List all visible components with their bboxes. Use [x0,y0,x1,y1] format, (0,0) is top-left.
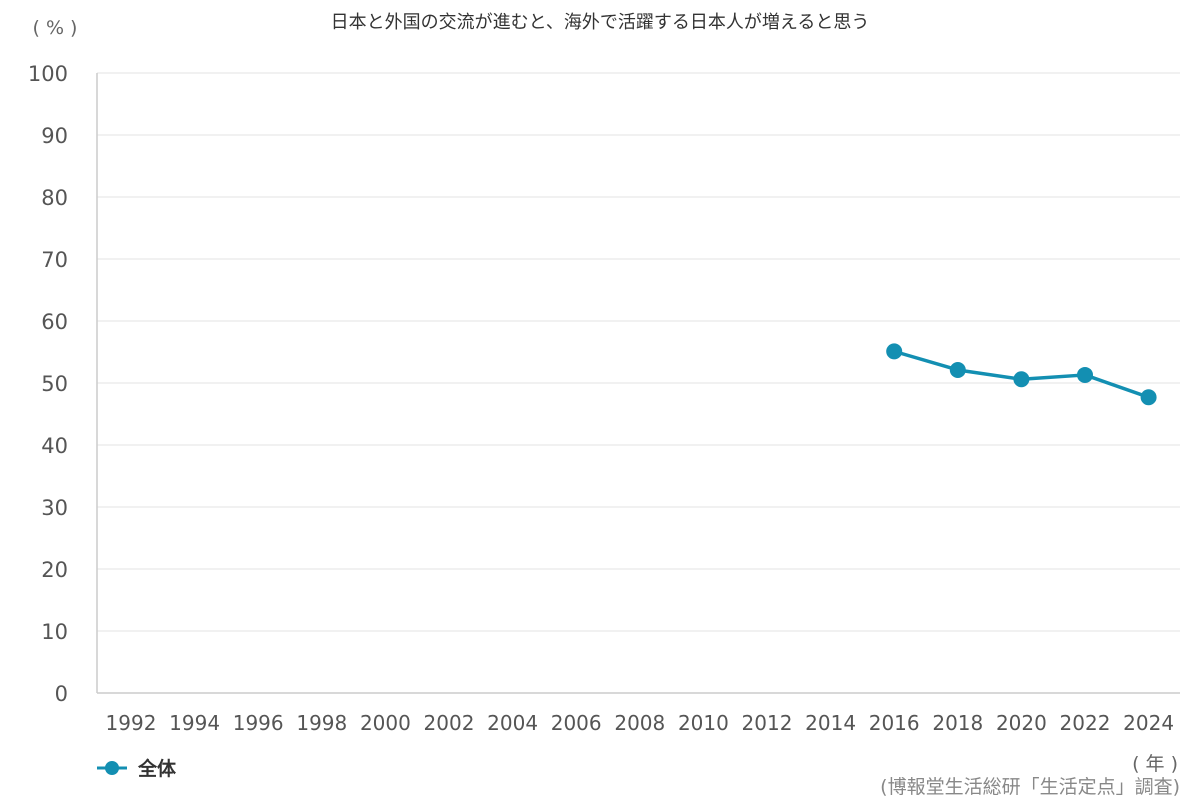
y-axis-ticks: 0 10 20 30 40 50 60 70 80 90 100 [28,62,68,706]
x-tick-label: 2010 [678,711,729,735]
y-tick-label: 80 [41,186,68,210]
source-note: (博報堂生活総研「生活定点」調査) [880,776,1180,798]
x-tick-label: 2020 [996,711,1047,735]
x-tick-label: 2018 [932,711,983,735]
chart-title: 日本と外国の交流が進むと、海外で活躍する日本人が増えると思う [331,12,870,33]
data-point [1077,366,1093,383]
y-tick-label: 70 [41,248,68,272]
x-axis-unit-label: ( 年 ) [1132,753,1178,775]
y-tick-label: 20 [41,558,68,582]
y-tick-label: 40 [41,434,68,458]
x-tick-label: 2006 [551,711,602,735]
legend-label: 全体 [137,757,177,780]
series-layer [886,343,1157,406]
x-tick-label: 2016 [869,711,920,735]
y-tick-label: 100 [28,62,68,86]
data-point [949,361,966,378]
x-tick-label: 1994 [169,711,220,735]
x-tick-label: 2024 [1123,711,1174,735]
y-tick-label: 10 [41,620,68,644]
x-tick-label: 2000 [360,711,411,735]
x-tick-label: 2002 [424,711,475,735]
gridlines [96,72,1180,694]
x-tick-label: 1996 [233,711,284,735]
data-point [1140,389,1157,406]
x-tick-label: 2022 [1060,711,1111,735]
x-axis-ticks: 1992 1994 1996 1998 2000 2002 2004 2006 2008 2010… [106,711,1175,735]
y-tick-label: 90 [41,124,68,148]
y-tick-label: 30 [41,496,68,520]
x-tick-label: 2008 [614,711,665,735]
x-tick-label: 2014 [805,711,856,735]
legend: 全体 [97,757,177,780]
y-axis-unit-label: ( % ) [33,17,78,39]
data-point [1013,371,1030,388]
x-tick-label: 1992 [106,711,157,735]
x-tick-label: 2004 [487,711,538,735]
y-tick-label: 50 [41,372,68,396]
data-point [886,343,903,360]
y-tick-label: 60 [41,310,68,334]
x-tick-label: 2012 [742,711,793,735]
legend-dot-marker [105,761,119,775]
x-tick-label: 1998 [296,711,347,735]
y-tick-label: 0 [55,682,68,706]
